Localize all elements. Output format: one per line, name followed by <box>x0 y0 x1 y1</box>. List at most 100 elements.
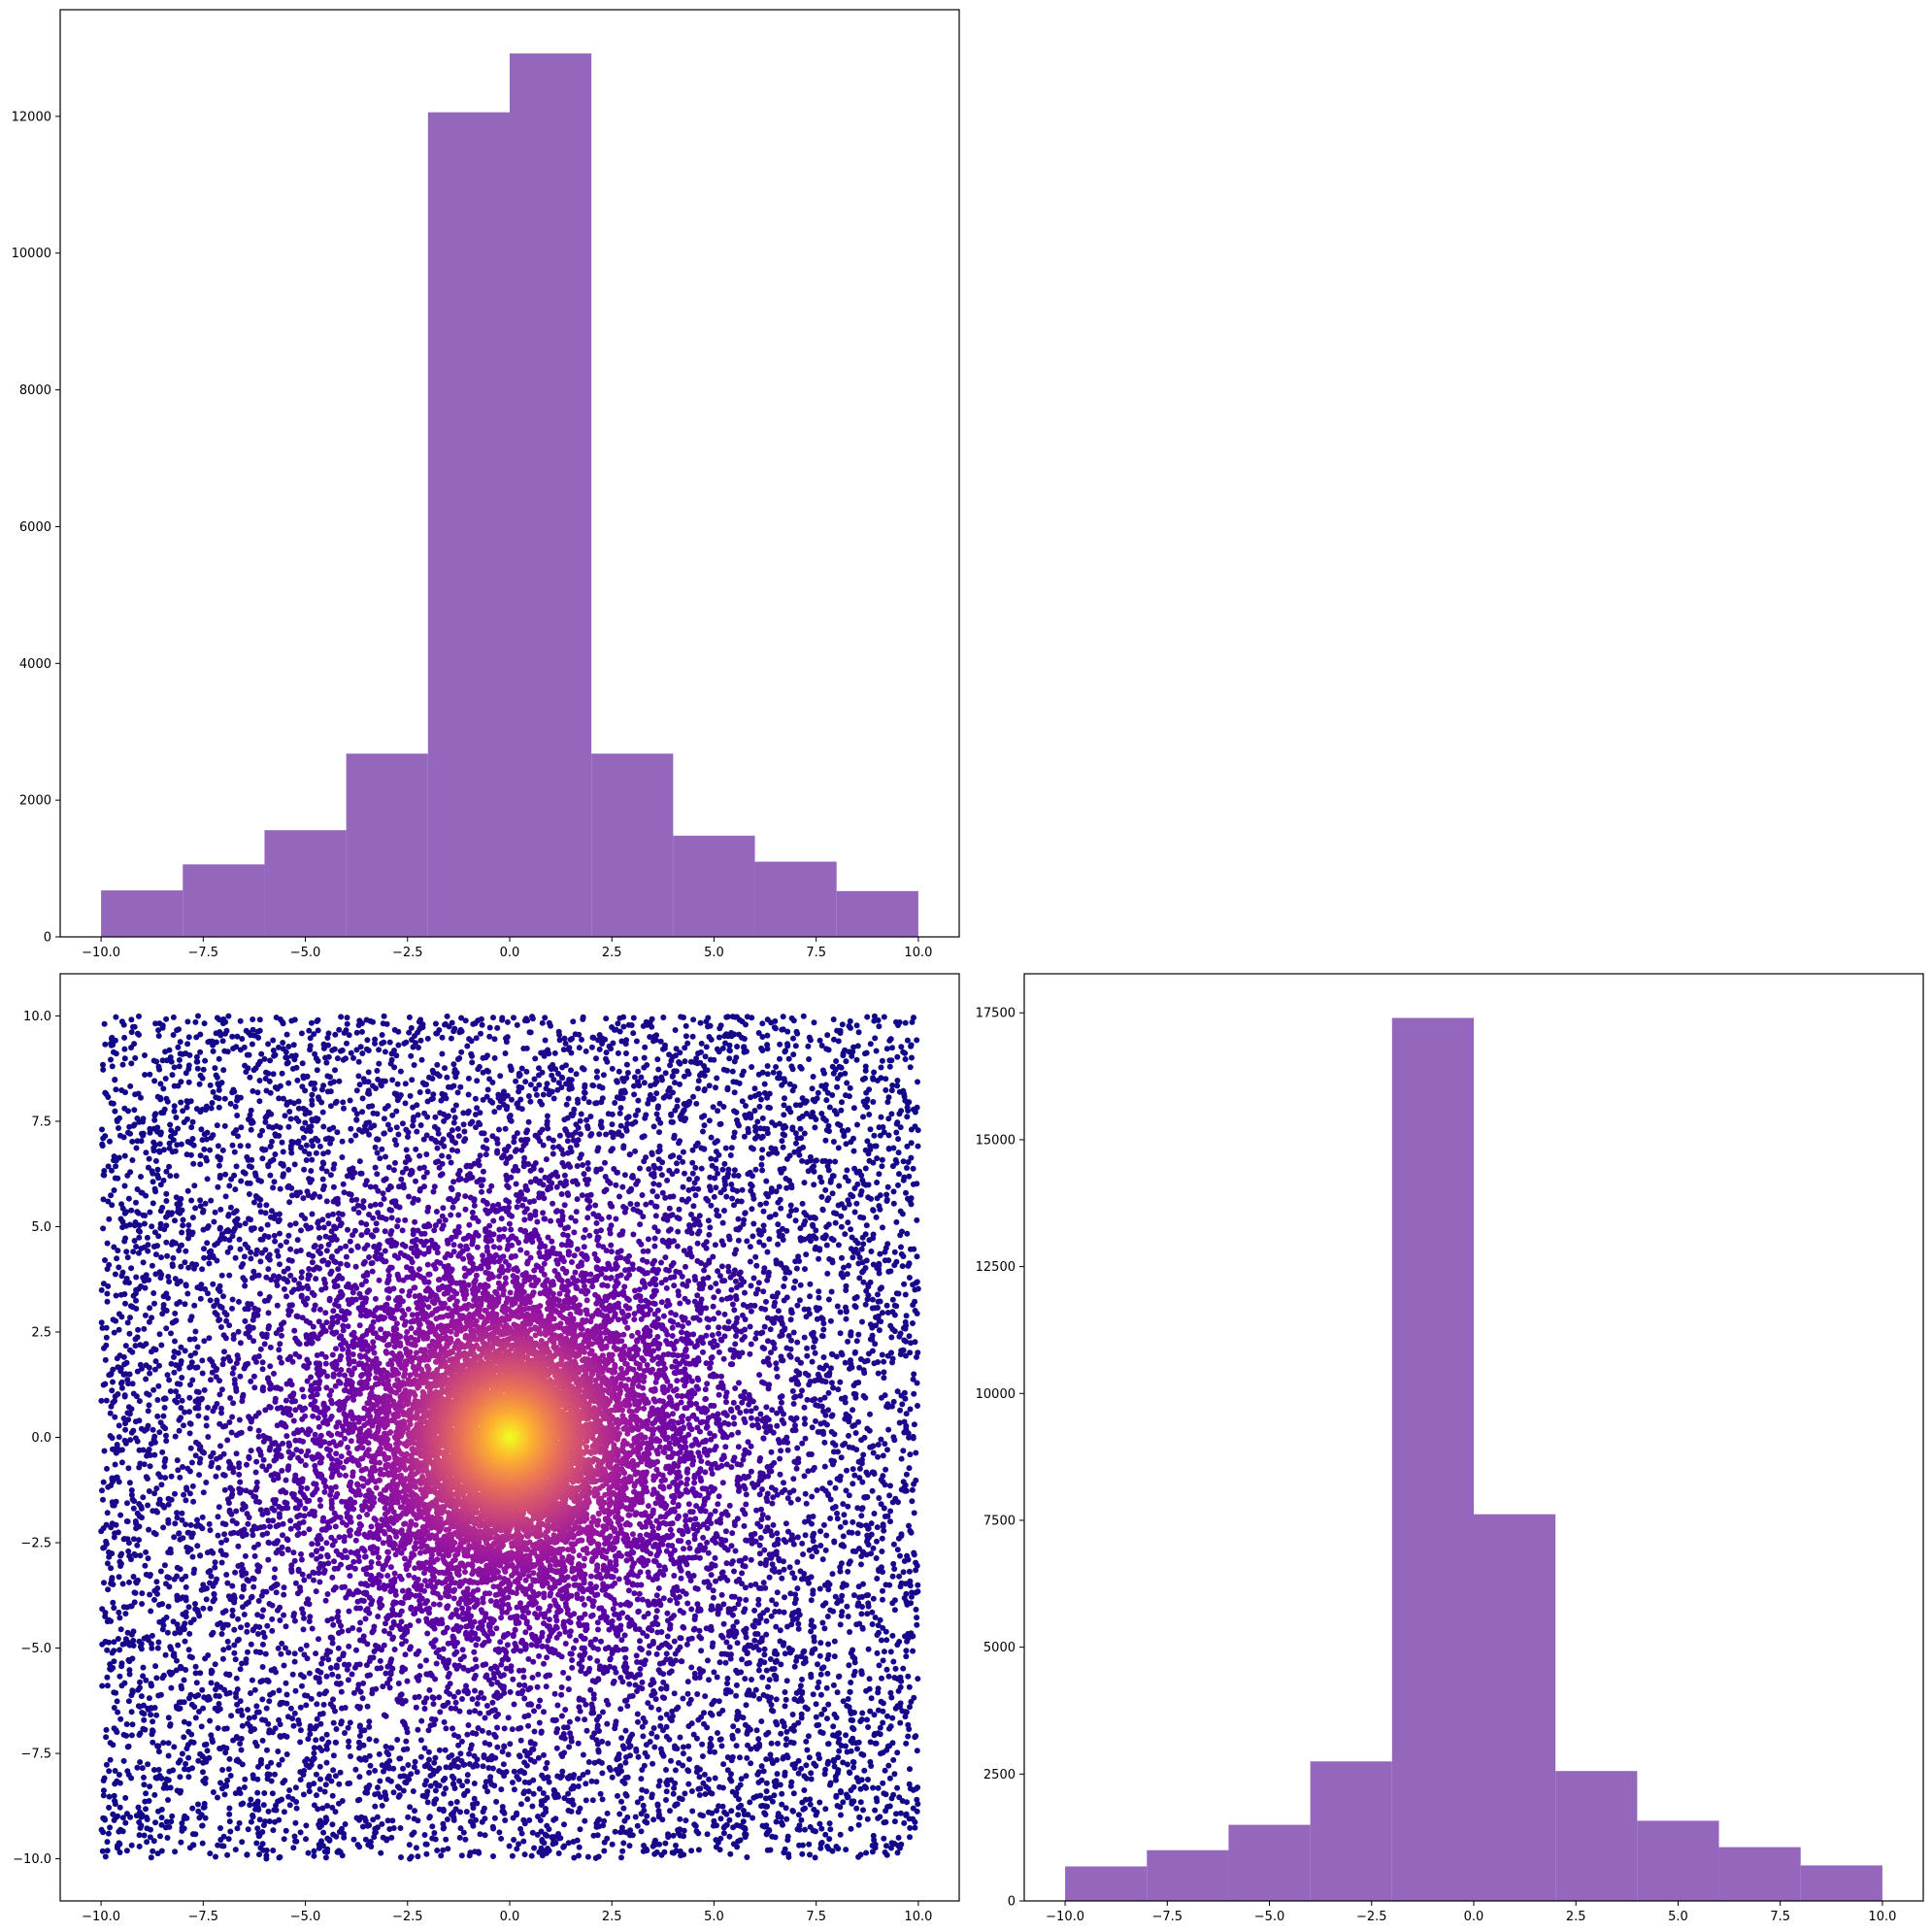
scatter-point <box>270 1071 277 1078</box>
scatter-point <box>457 1083 464 1090</box>
scatter-point <box>835 1242 842 1249</box>
scatter-point <box>178 1099 184 1106</box>
scatter-point <box>267 1089 274 1096</box>
scatter-point <box>838 1349 845 1356</box>
scatter-point <box>823 1532 830 1539</box>
scatter-point <box>215 1143 221 1149</box>
scatter-point <box>226 1689 233 1696</box>
scatter-point <box>858 1668 865 1675</box>
scatter-point <box>847 1629 853 1635</box>
scatter-point <box>728 1182 735 1187</box>
scatter-point <box>545 1846 550 1851</box>
scatter-point <box>245 1143 251 1149</box>
scatter-point <box>280 1162 286 1169</box>
scatter-point <box>471 1781 478 1786</box>
scatter-point <box>705 1023 711 1030</box>
scatter-point <box>113 1163 119 1170</box>
scatter-point <box>162 1455 169 1462</box>
scatter-point <box>163 1016 170 1022</box>
scatter-point <box>719 1803 726 1810</box>
scatter-point <box>190 1616 197 1623</box>
scatter-point <box>782 1095 787 1102</box>
scatter-point <box>799 1850 806 1857</box>
scatter-point <box>755 1071 762 1078</box>
scatter-point <box>124 1319 131 1326</box>
scatter-point <box>867 1758 874 1765</box>
scatter-point <box>270 1156 277 1163</box>
scatter-point <box>336 1078 343 1084</box>
scatter-point <box>739 1034 745 1041</box>
scatter-point <box>233 1675 240 1682</box>
scatter-point <box>797 1125 804 1132</box>
scatter-point <box>524 1796 531 1803</box>
scatter-point <box>355 1073 362 1080</box>
scatter-point <box>253 1840 260 1847</box>
scatter-point <box>720 1830 727 1837</box>
scatter-point <box>597 1790 604 1797</box>
scatter-point <box>405 1814 412 1820</box>
scatter-point <box>300 1791 307 1798</box>
scatter-point <box>820 1326 827 1333</box>
scatter-point <box>837 1330 844 1337</box>
scatter-point <box>210 1629 217 1636</box>
scatter-point <box>395 1042 402 1049</box>
scatter-point <box>110 1665 117 1671</box>
scatter-point <box>593 1074 600 1081</box>
scatter-point <box>116 1479 122 1485</box>
scatter-point <box>808 1114 815 1119</box>
scatter-point <box>177 1774 183 1781</box>
scatter-point <box>841 1512 848 1518</box>
scatter-point <box>905 1721 912 1728</box>
scatter-point <box>117 1615 123 1621</box>
scatter-point <box>836 1183 843 1189</box>
scatter-point <box>207 1147 214 1153</box>
scatter-point <box>866 1157 873 1164</box>
scatter-point <box>511 1786 517 1793</box>
scatter-point <box>386 1039 393 1046</box>
scatter-point <box>250 1199 257 1206</box>
scatter-point <box>750 1195 757 1202</box>
scatter-point <box>832 1593 839 1600</box>
scatter-point <box>901 1819 908 1826</box>
scatter-point <box>101 1580 107 1586</box>
scatter-point <box>178 1415 184 1421</box>
scatter-point <box>845 1696 851 1702</box>
scatter-point <box>346 1738 352 1745</box>
scatter-point <box>774 1771 781 1778</box>
scatter-point <box>347 1780 353 1786</box>
scatter-point <box>356 1796 363 1803</box>
scatter-bottom-left-points <box>98 1013 921 1862</box>
scatter-point <box>208 1197 215 1204</box>
scatter-point <box>877 1206 883 1213</box>
scatter-point <box>197 1295 204 1302</box>
scatter-point <box>820 1116 827 1122</box>
scatter-point <box>486 1024 493 1031</box>
scatter-point <box>146 1798 152 1804</box>
scatter-point <box>116 1154 122 1161</box>
scatter-point <box>379 1802 385 1809</box>
scatter-point <box>842 1519 849 1526</box>
scatter-point <box>115 1709 121 1715</box>
scatter-point <box>121 1046 128 1052</box>
scatter-point <box>150 1739 156 1746</box>
scatter-point <box>730 1841 737 1848</box>
scatter-point <box>184 1187 191 1194</box>
scatter-point <box>265 1163 272 1170</box>
scatter-point <box>739 1072 746 1079</box>
histogram-top-left-y-tick-label: 12000 <box>12 110 51 124</box>
scatter-point <box>166 1279 173 1285</box>
scatter-point <box>854 1043 861 1049</box>
scatter-point <box>780 1144 786 1150</box>
scatter-point <box>287 1116 294 1122</box>
scatter-point <box>906 1568 913 1575</box>
scatter-point <box>175 1642 182 1649</box>
scatter-point <box>615 1792 620 1799</box>
scatter-point <box>391 1064 398 1071</box>
scatter-point <box>824 1089 831 1096</box>
scatter-point <box>878 1477 884 1483</box>
scatter-point <box>566 1085 573 1092</box>
scatter-point <box>103 1734 110 1741</box>
scatter-point <box>851 1472 858 1479</box>
scatter-point <box>575 1783 582 1789</box>
scatter-point <box>406 1029 413 1036</box>
